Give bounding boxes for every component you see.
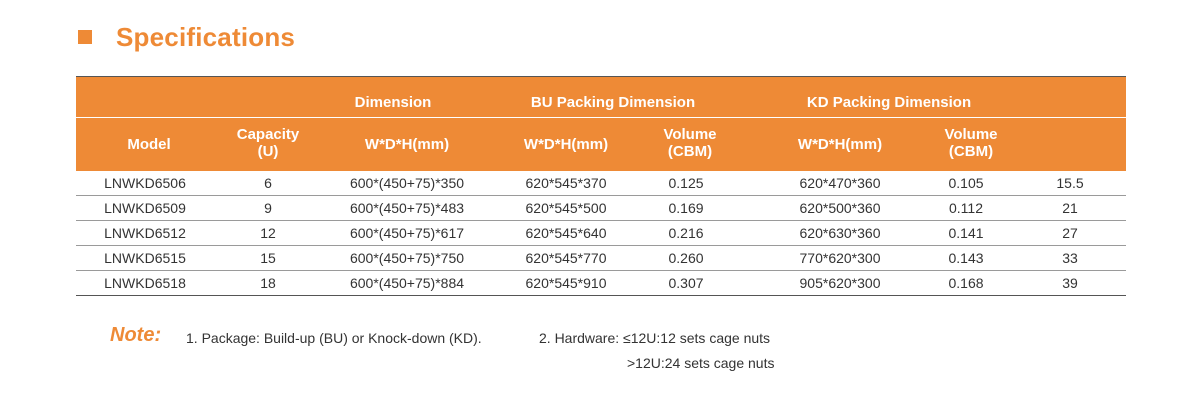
cell-capacity: 15 [260,250,276,266]
cell-bu-volume: 0.216 [668,225,704,241]
cell-bu-whd: 620*545*370 [525,175,607,191]
col-header-kd-volume-line2: (CBM) [948,143,994,160]
cell-bu-volume: 0.125 [668,175,704,191]
cell-kd-volume: 0.105 [948,175,984,191]
table-row: LNWKD6518 18 600*(450+75)*884 620*545*910 0.… [76,271,1126,296]
col-header-bu-volume: Volume (CBM) [663,126,716,160]
group-header-kd: KD Packing Dimension [806,94,972,111]
cell-dimension: 600*(450+75)*617 [349,225,465,241]
table-body: LNWKD6506 6 600*(450+75)*350 620*545*370 0.1… [76,171,1126,296]
col-header-kd-volume: Volume (CBM) [944,126,997,160]
cell-bu-whd: 620*545*500 [525,200,607,216]
cell-dimension: 600*(450+75)*350 [349,175,465,191]
cell-kd-whd: 905*620*300 [799,275,881,291]
cell-bu-volume: 0.169 [668,200,704,216]
col-header-bu-volume-line1: Volume [663,126,717,143]
cell-weight: 21 [1062,200,1078,216]
cell-model: LNWKD6515 [104,250,186,266]
cell-dimension: 600*(450+75)*483 [349,200,465,216]
cell-kd-volume: 0.143 [948,250,984,266]
specifications-table: Dimension BU Packing Dimension KD Packin… [76,76,1126,296]
table-header: Dimension BU Packing Dimension KD Packin… [76,76,1126,171]
cell-model: LNWKD6506 [104,175,186,191]
cell-kd-whd: 770*620*300 [799,250,881,266]
col-header-bu-volume-line2: (CBM) [667,143,713,160]
heading-square-icon [78,30,92,44]
group-header-bu: BU Packing Dimension [530,94,696,111]
cell-weight: 39 [1062,275,1078,291]
section-heading: Specifications [78,20,295,54]
note-item-hardware-continued: >12U:24 sets cage nuts [627,355,775,371]
note-item-package: 1. Package: Build-up (BU) or Knock-down … [186,330,482,346]
cell-capacity: 12 [260,225,276,241]
col-header-bu-whd: W*D*H(mm) [523,136,609,153]
header-divider [76,117,1126,118]
table-row: LNWKD6515 15 600*(450+75)*750 620*545*770 0.… [76,246,1126,271]
cell-kd-whd: 620*470*360 [799,175,881,191]
cell-kd-volume: 0.112 [949,200,983,216]
cell-kd-volume: 0.168 [948,275,984,291]
cell-weight: 27 [1062,225,1078,241]
cell-dimension: 600*(450+75)*750 [349,250,465,266]
cell-bu-whd: 620*545*770 [525,250,607,266]
cell-model: LNWKD6512 [104,225,186,241]
cell-capacity: 18 [260,275,276,291]
cell-kd-whd: 620*500*360 [799,200,881,216]
col-header-dimension-whd: W*D*H(mm) [364,136,450,153]
cell-capacity: 6 [264,175,272,191]
cell-kd-whd: 620*630*360 [799,225,881,241]
cell-model: LNWKD6518 [104,275,186,291]
cell-capacity: 9 [264,200,272,216]
cell-model: LNWKD6509 [104,200,186,216]
col-header-capacity-line2: (U) [257,143,279,160]
col-header-capacity-line1: Capacity [236,126,300,143]
col-header-kd-volume-line1: Volume [944,126,998,143]
note-item-hardware: 2. Hardware: ≤12U:12 sets cage nuts [539,330,771,346]
cell-bu-whd: 620*545*640 [525,225,607,241]
col-header-kd-whd: W*D*H(mm) [797,136,883,153]
cell-weight: 33 [1062,250,1078,266]
cell-bu-whd: 620*545*910 [525,275,607,291]
cell-dimension: 600*(450+75)*884 [349,275,465,291]
cell-kd-volume: 0.141 [948,225,984,241]
table-row: LNWKD6509 9 600*(450+75)*483 620*545*500 0.1… [76,196,1126,221]
col-header-model: Model [127,136,171,153]
table-row: LNWKD6512 12 600*(450+75)*617 620*545*640 0.… [76,221,1126,246]
note-label: Note: [110,324,162,346]
cell-bu-volume: 0.307 [668,275,704,291]
col-header-capacity: Capacity (U) [237,126,300,160]
table-row: LNWKD6506 6 600*(450+75)*350 620*545*370 0.1… [76,171,1126,196]
cell-weight: 15.5 [1056,175,1084,191]
page-title: Specifications [116,21,296,52]
cell-bu-volume: 0.260 [668,250,704,266]
group-header-dimension: Dimension [354,94,432,111]
